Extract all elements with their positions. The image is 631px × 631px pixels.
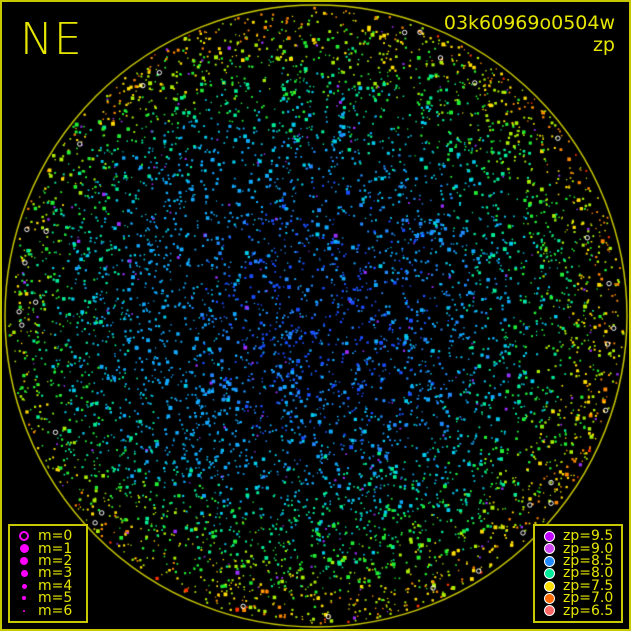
magnitude-legend-label: m=1 (38, 540, 73, 557)
magnitude-legend-label: m=3 (38, 565, 73, 582)
zp-legend-label: zp=7.5 (563, 577, 614, 594)
magnitude-legend: m=0 m=1 m=2 m=3 m=4 m=5 m=6 (8, 524, 88, 623)
zp-legend-item: zp=7.0 (541, 590, 615, 607)
zp-legend-item: zp=9.0 (541, 540, 615, 557)
frame-id: 03k60969o0504w (443, 12, 615, 34)
zp-color-swatch-icon (543, 543, 555, 555)
zp-legend-label: zp=9.5 (563, 528, 614, 545)
zp-color-swatch-icon (543, 592, 555, 604)
direction-label: NE (20, 14, 83, 65)
magnitude-legend-label: m=0 (38, 528, 73, 545)
zp-legend-item: zp=6.5 (541, 602, 615, 619)
magnitude-legend-item: m=1 (16, 540, 80, 557)
zp-color-swatch-icon (543, 605, 555, 617)
zp-legend: zp=9.5 zp=9.0 zp=8.5 zp=8.0 zp=7.5 zp=7.0 zp=6… (533, 524, 623, 623)
zp-legend-label: zp=7.0 (563, 590, 614, 607)
zp-legend-item: zp=8.0 (541, 565, 615, 582)
magnitude-marker-icon (20, 557, 28, 566)
zp-color-swatch-icon (543, 530, 555, 542)
zp-legend-item: zp=9.5 (541, 528, 615, 545)
magnitude-legend-item: m=4 (16, 577, 80, 594)
zp-legend-item: zp=7.5 (541, 577, 615, 594)
magnitude-legend-item: m=6 (16, 602, 80, 619)
zp-legend-label: zp=8.0 (563, 565, 614, 582)
magnitude-marker-icon (21, 583, 27, 589)
magnitude-marker-icon (19, 544, 29, 554)
zp-color-swatch-icon (543, 568, 555, 580)
magnitude-marker-icon (22, 596, 26, 601)
magnitude-legend-item: m=5 (16, 590, 80, 607)
magnitude-legend-label: m=5 (38, 590, 73, 607)
zp-color-swatch-icon (543, 555, 555, 567)
magnitude-legend-label: m=6 (38, 602, 73, 619)
plot-mode-label: zp (592, 34, 615, 56)
magnitude-legend-item: m=3 (16, 565, 80, 582)
magnitude-marker-icon (23, 609, 25, 612)
zp-legend-label: zp=6.5 (563, 602, 614, 619)
zp-legend-label: zp=8.5 (563, 553, 614, 570)
magnitude-legend-label: m=2 (38, 553, 73, 570)
zp-color-swatch-icon (543, 580, 555, 592)
zp-legend-label: zp=9.0 (563, 540, 614, 557)
magnitude-legend-item: m=0 (16, 528, 80, 545)
magnitude-marker-icon (20, 570, 28, 578)
magnitude-legend-item: m=2 (16, 553, 80, 570)
magnitude-marker-icon (19, 531, 29, 542)
zp-legend-item: zp=8.5 (541, 553, 615, 570)
magnitude-legend-label: m=4 (38, 577, 73, 594)
